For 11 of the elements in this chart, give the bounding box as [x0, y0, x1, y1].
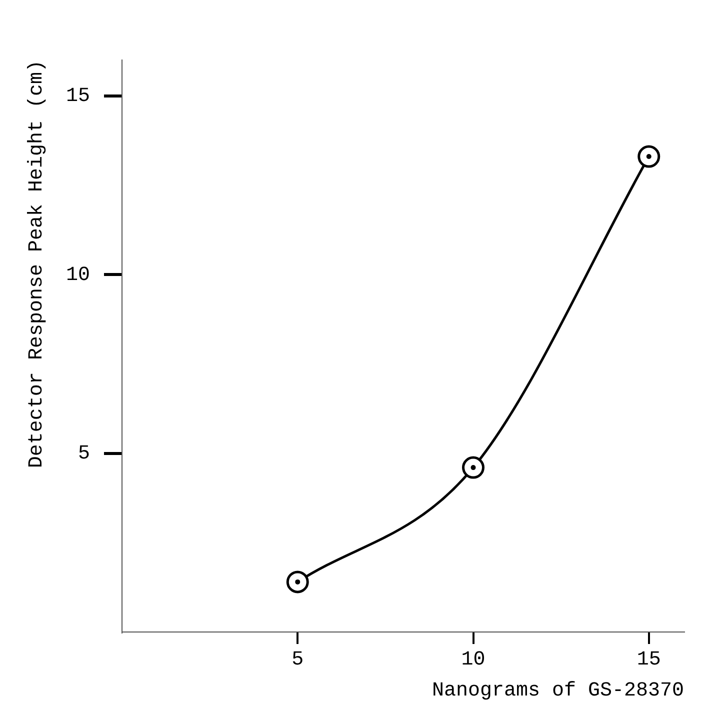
point — [286, 570, 309, 594]
x-tick-label: 15 — [636, 648, 661, 672]
x-axis-title: Nanograms of GS-28370 — [432, 679, 684, 702]
point — [638, 145, 660, 168]
x-tick-label: 5 — [292, 648, 304, 672]
x-tick-label: 10 — [461, 648, 486, 672]
y-axis-title: Detector Response Peak Height (cm) — [25, 60, 48, 468]
point — [462, 456, 484, 479]
y-tick-label: 10 — [66, 264, 90, 287]
y-tick-label: 15 — [66, 85, 90, 108]
y-tick-label: 5 — [78, 442, 90, 466]
